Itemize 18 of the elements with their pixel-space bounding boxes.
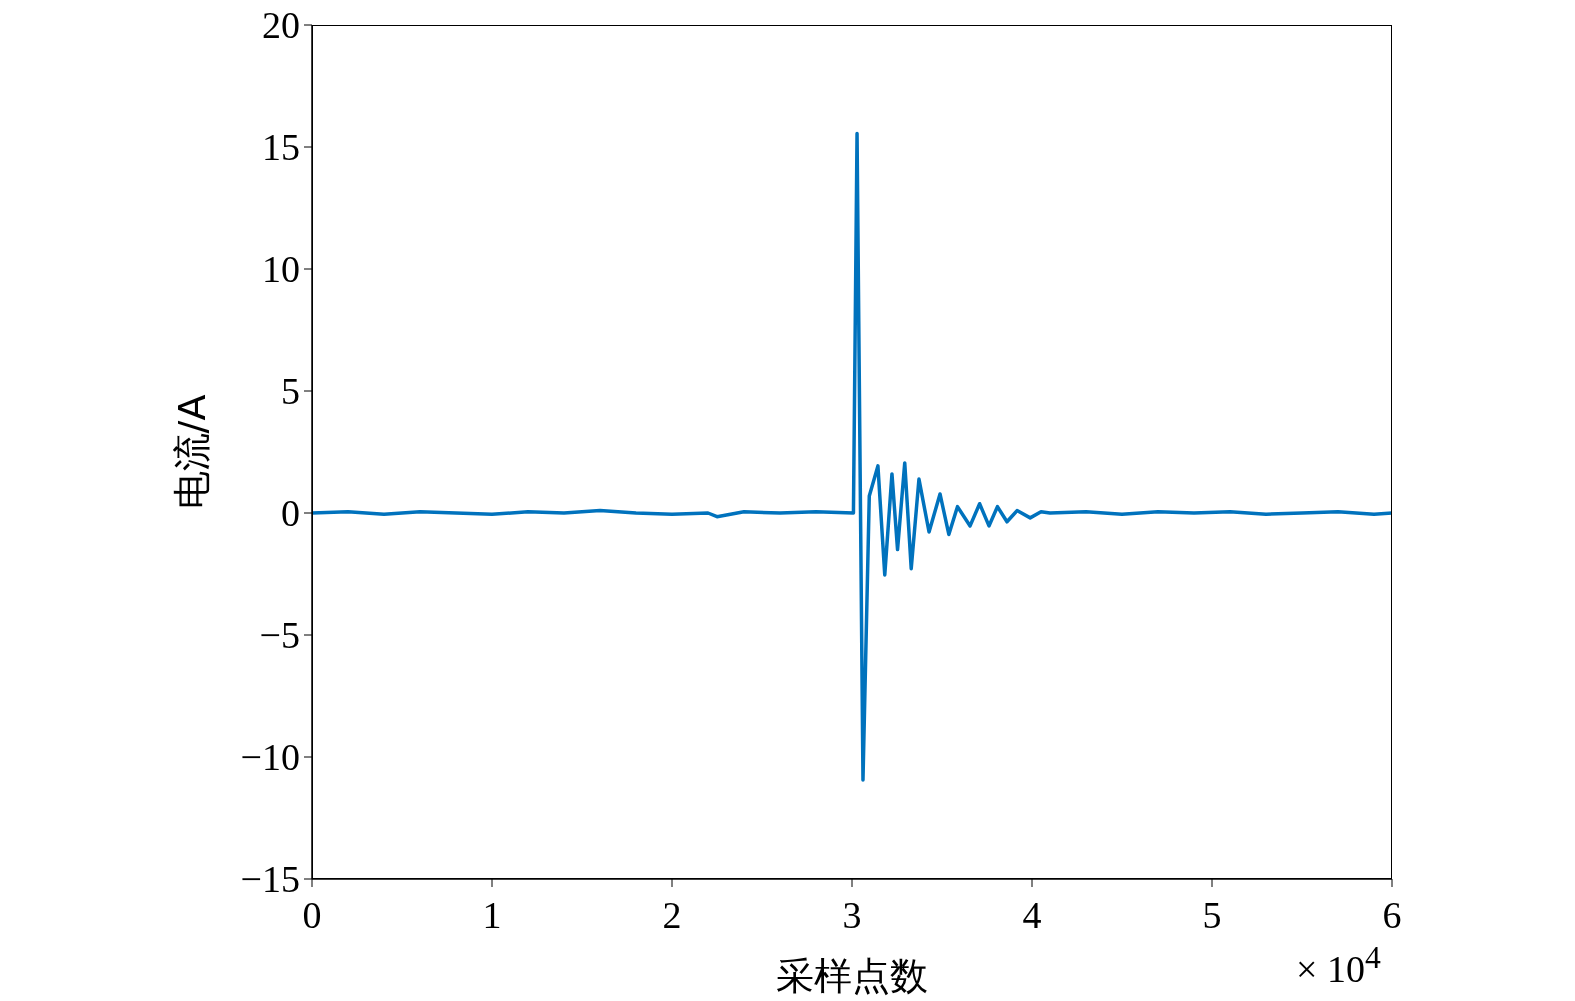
x-tick-label: 6 <box>1382 893 1402 936</box>
x-axis-title: 采样点数 <box>776 954 928 998</box>
x-tick-label: 1 <box>482 893 502 936</box>
x-tick-label: 2 <box>662 893 682 936</box>
y-tick-label: −10 <box>240 736 300 779</box>
x-tick-label: 3 <box>842 893 862 936</box>
x-tick-label: 4 <box>1022 893 1042 936</box>
text: × 10$^{4}$ <box>1296 940 1381 990</box>
y-tick-label: 20 <box>262 4 300 47</box>
y-tick-label: 5 <box>281 370 300 413</box>
y-tick-label: −5 <box>259 614 300 657</box>
y-axis-title: 电流/A <box>170 394 215 510</box>
y-tick-label: 0 <box>281 492 300 535</box>
y-tick-label: 15 <box>262 126 300 169</box>
y-tick-label: 10 <box>262 248 300 291</box>
y-tick-label: −15 <box>240 858 300 901</box>
line-series <box>312 131 1392 782</box>
x-tick-label: 5 <box>1202 893 1222 936</box>
